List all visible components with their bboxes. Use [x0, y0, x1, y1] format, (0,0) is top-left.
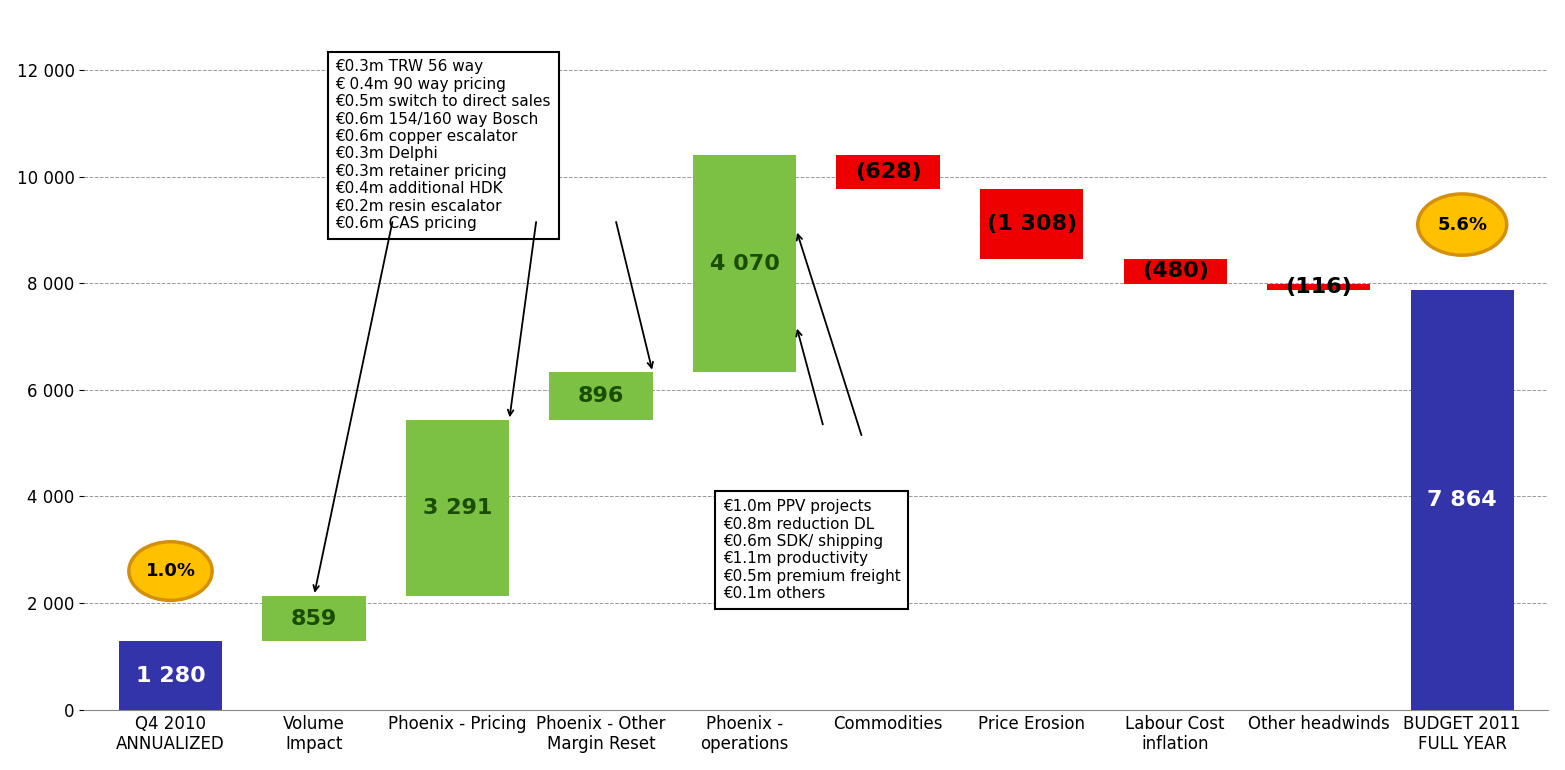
- Text: 7 864: 7 864: [1427, 490, 1498, 510]
- Text: (480): (480): [1142, 262, 1208, 282]
- Text: 4 070: 4 070: [709, 254, 779, 274]
- Bar: [263, 596, 366, 641]
- Ellipse shape: [1418, 194, 1507, 255]
- Text: 1 280: 1 280: [136, 665, 205, 685]
- Bar: [1410, 290, 1513, 710]
- Text: 3 291: 3 291: [423, 498, 493, 518]
- Bar: [1124, 259, 1227, 284]
- Ellipse shape: [128, 542, 213, 601]
- Bar: [549, 373, 653, 420]
- Text: €1.0m PPV projects
€0.8m reduction DL
€0.6m SDK/ shipping
€1.1m productivity
€0.: €1.0m PPV projects €0.8m reduction DL €0…: [723, 499, 901, 601]
- Bar: [980, 189, 1083, 259]
- Text: 1.0%: 1.0%: [146, 562, 196, 580]
- Text: €0.3m TRW 56 way
€ 0.4m 90 way pricing
€0.5m switch to direct sales
€0.6m 154/16: €0.3m TRW 56 way € 0.4m 90 way pricing €…: [335, 59, 551, 231]
- Bar: [1268, 284, 1371, 290]
- Text: (628): (628): [854, 162, 922, 182]
- Text: (116): (116): [1285, 277, 1352, 297]
- Text: 896: 896: [577, 387, 624, 407]
- Text: (1 308): (1 308): [986, 214, 1077, 234]
- Text: 5.6%: 5.6%: [1437, 216, 1487, 233]
- Bar: [405, 420, 509, 596]
- Bar: [119, 641, 222, 710]
- Bar: [836, 156, 941, 189]
- Bar: [693, 156, 797, 373]
- Text: 859: 859: [291, 608, 336, 628]
